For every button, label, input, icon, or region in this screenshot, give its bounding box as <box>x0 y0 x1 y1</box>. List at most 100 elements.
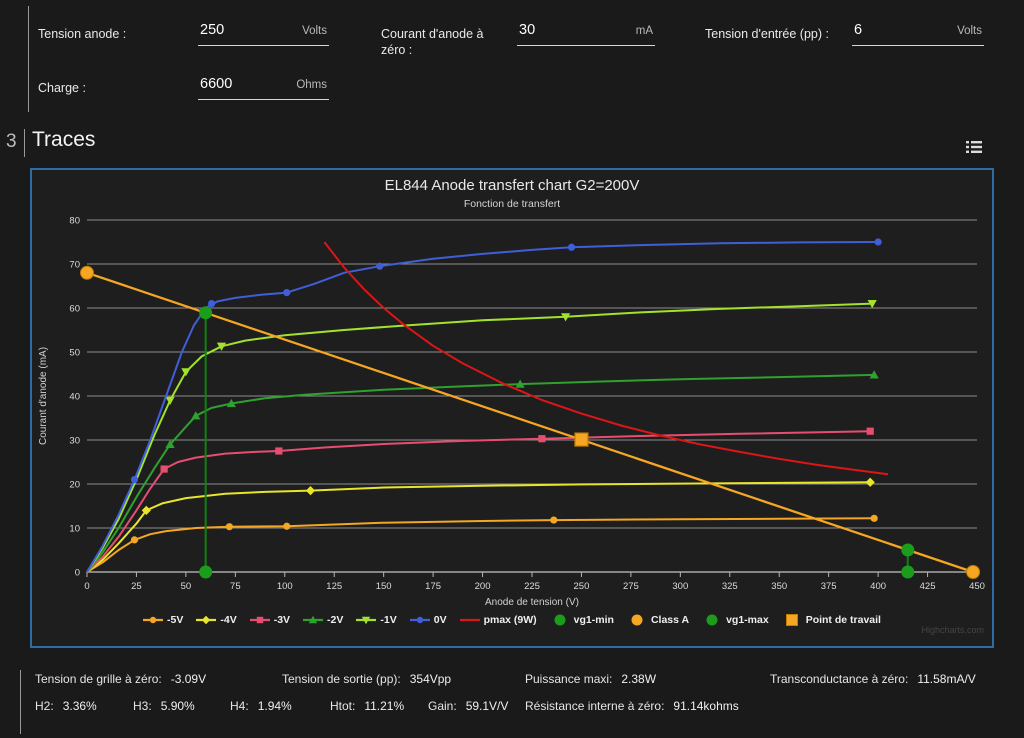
tension-entree-unit: Volts <box>957 25 982 37</box>
svg-text:225: 225 <box>524 581 540 592</box>
legend-item--1v[interactable]: -1V <box>356 614 397 626</box>
svg-text:200: 200 <box>475 581 491 592</box>
tension-entree-input[interactable] <box>852 22 958 40</box>
tension-anode-label: Tension anode : <box>38 27 127 41</box>
svg-text:80: 80 <box>69 216 80 227</box>
chart-menu-icon[interactable] <box>966 140 982 159</box>
svg-text:100: 100 <box>277 581 293 592</box>
courant-zero-unit: mA <box>635 25 653 37</box>
tension-anode-unit: Volts <box>302 25 327 37</box>
tension-entree-label: Tension d'entrée (pp) : <box>705 27 829 41</box>
svg-text:25: 25 <box>131 581 142 592</box>
legend-item-point-de-travail[interactable]: Point de travail <box>782 614 881 626</box>
chart-legend: -5V -4V -3V -2V -1V 0V pmax (9W) vg1-min Class A… <box>32 614 992 626</box>
legend-marker-icon <box>303 615 324 624</box>
courant-zero-field: mA <box>517 22 655 46</box>
legend-marker-icon <box>459 618 480 622</box>
stat-sortie-pp: Tension de sortie (pp): 354Vpp <box>282 672 452 686</box>
svg-text:175: 175 <box>425 581 441 592</box>
legend-marker-icon <box>409 616 430 624</box>
svg-text:50: 50 <box>69 348 80 359</box>
chart-panel: EL844 Anode transfert chart G2=200V Fonc… <box>30 168 994 648</box>
stat-resistance-interne: Résistance interne à zéro: 91.14kohms <box>525 699 739 713</box>
vg1-min-base-dot <box>199 565 213 579</box>
svg-text:50: 50 <box>181 581 192 592</box>
legend-item-class-a[interactable]: Class A <box>627 614 689 626</box>
charge-label: Charge : <box>38 81 86 95</box>
vg1-min-top-dot <box>199 306 213 320</box>
svg-text:425: 425 <box>920 581 936 592</box>
legend-item-pmax-9w-[interactable]: pmax (9W) <box>459 614 537 626</box>
load-line <box>86 271 974 574</box>
svg-text:400: 400 <box>870 581 886 592</box>
svg-text:10: 10 <box>69 524 80 535</box>
vg1-max-top-dot <box>901 543 915 557</box>
class-a-dot <box>966 565 981 579</box>
tension-anode-input[interactable] <box>198 22 303 40</box>
x-axis-title: Anode de tension (V) <box>485 597 579 608</box>
courant-zero-label: Courant d'anode à zéro : <box>381 27 484 57</box>
legend-item-vg1-min[interactable]: vg1-min <box>550 614 614 626</box>
svg-text:375: 375 <box>821 581 837 592</box>
legend-item--3v[interactable]: -3V <box>249 614 290 626</box>
chart-subtitle: Fonction de transfert <box>463 198 561 210</box>
charge-unit: Ohms <box>296 79 327 91</box>
legend-marker-icon <box>356 616 377 625</box>
svg-text:275: 275 <box>623 581 639 592</box>
vg1-max-base-dot <box>901 565 915 579</box>
svg-text:300: 300 <box>672 581 688 592</box>
svg-text:70: 70 <box>69 260 80 271</box>
legend-marker-icon <box>706 614 718 626</box>
svg-text:30: 30 <box>69 436 80 447</box>
stat-transconductance: Transconductance à zéro: 11.58mA/V <box>770 672 976 686</box>
legend-marker-icon <box>249 616 270 624</box>
chart-plot[interactable]: 0 10 20 30 40 50 60 70 80 0 25 50 75 100 125 150 175 200 2… <box>32 212 988 614</box>
highcharts-watermark: Highcharts.com <box>921 625 984 635</box>
courant-zero-input[interactable] <box>517 22 636 40</box>
legend-item-vg1-max[interactable]: vg1-max <box>702 614 769 626</box>
legend-marker-icon <box>785 614 798 626</box>
series-pmax (9W)-line <box>323 241 889 476</box>
stat-htot: Htot: 11.21% <box>330 699 405 713</box>
class-a-dot <box>80 265 94 280</box>
svg-text:0: 0 <box>84 581 89 592</box>
legend-marker-icon <box>196 615 217 625</box>
y-axis-title: Courant d'anode (mA) <box>38 347 49 445</box>
stat-h2: H2: 3.36% <box>35 699 97 713</box>
legend-marker-icon <box>554 614 566 626</box>
svg-text:75: 75 <box>230 581 241 592</box>
svg-text:150: 150 <box>376 581 392 592</box>
form-left-rule <box>28 6 29 112</box>
legend-marker-icon <box>143 616 164 624</box>
series-0V-line <box>86 241 879 573</box>
svg-text:450: 450 <box>969 581 985 592</box>
tension-entree-field: Volts <box>852 22 984 46</box>
legend-item--5v[interactable]: -5V <box>143 614 183 626</box>
svg-text:40: 40 <box>69 392 80 403</box>
page-title: Traces <box>32 128 96 151</box>
legend-item--4v[interactable]: -4V <box>196 614 237 626</box>
stat-grille-zero: Tension de grille à zéro: -3.09V <box>35 672 207 686</box>
chart-title: EL844 Anode transfert chart G2=200V <box>384 177 640 194</box>
section-divider <box>24 129 25 157</box>
svg-text:60: 60 <box>69 304 80 315</box>
legend-item--2v[interactable]: -2V <box>303 614 343 626</box>
svg-text:250: 250 <box>574 581 590 592</box>
series--3V-line <box>86 430 871 573</box>
stats-left-rule <box>20 670 21 734</box>
svg-text:0: 0 <box>75 568 80 579</box>
svg-text:350: 350 <box>771 581 787 592</box>
working-point <box>574 432 589 447</box>
series--4V-line <box>86 481 871 573</box>
stat-puissance: Puissance maxi: 2.38W <box>525 672 657 686</box>
stat-h3: H3: 5.90% <box>133 699 195 713</box>
charge-input[interactable] <box>198 76 297 94</box>
charge-field: Ohms <box>198 76 329 100</box>
svg-text:20: 20 <box>69 480 80 491</box>
legend-item-0v[interactable]: 0V <box>409 614 447 626</box>
svg-text:325: 325 <box>722 581 738 592</box>
legend-marker-icon <box>631 614 643 626</box>
section-number: 3 <box>6 131 17 152</box>
svg-text:125: 125 <box>326 581 342 592</box>
stat-h4: H4: 1.94% <box>230 699 292 713</box>
